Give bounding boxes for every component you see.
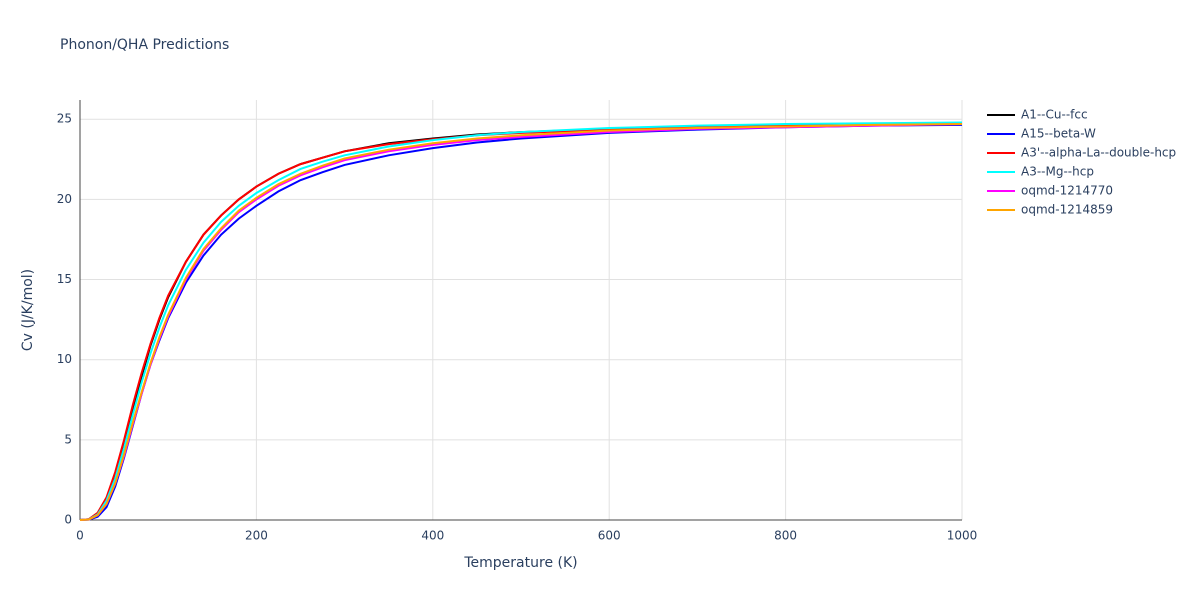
series-line <box>79 122 963 521</box>
x-tick-label: 0 <box>76 529 84 543</box>
series-line <box>79 121 963 521</box>
y-axis-label: Cv (J/K/mol) <box>20 269 36 351</box>
x-tick-label: 1000 <box>947 529 978 543</box>
x-tick-label: 400 <box>421 529 444 543</box>
y-tick-label: 25 <box>57 112 72 126</box>
series-line <box>79 123 963 521</box>
x-tick-label: 600 <box>598 529 621 543</box>
y-tick-label: 0 <box>64 513 72 527</box>
series-line <box>79 123 963 521</box>
legend-label: oqmd-1214770 <box>1021 184 1113 198</box>
x-tick-label: 800 <box>774 529 797 543</box>
series-line <box>79 123 963 521</box>
y-tick-label: 10 <box>57 352 72 366</box>
legend-label: A15--beta-W <box>1021 127 1096 141</box>
legend-label: oqmd-1214859 <box>1021 203 1113 217</box>
y-tick-label: 5 <box>64 432 72 446</box>
x-tick-label: 200 <box>245 529 268 543</box>
x-axis-label: Temperature (K) <box>463 555 577 571</box>
y-tick-label: 20 <box>57 192 72 206</box>
legend-label: A3--Mg--hcp <box>1021 165 1094 179</box>
series-line <box>79 123 963 521</box>
legend-label: A3'--alpha-La--double-hcp <box>1021 146 1176 160</box>
legend-label: A1--Cu--fcc <box>1021 108 1088 122</box>
y-tick-label: 15 <box>57 272 72 286</box>
chart-title: Phonon/QHA Predictions <box>60 37 229 53</box>
